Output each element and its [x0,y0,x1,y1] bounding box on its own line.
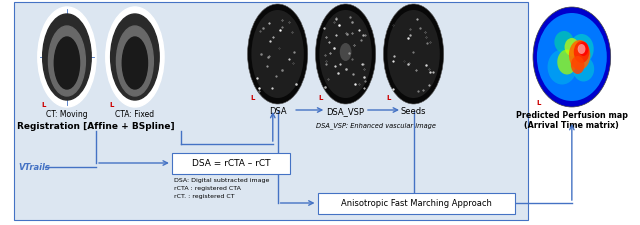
Ellipse shape [252,11,304,99]
Text: L: L [536,99,540,106]
Text: rCT. : registered CT: rCT. : registered CT [173,193,234,198]
Ellipse shape [573,57,594,82]
Text: Registration [Affine + BSpline]: Registration [Affine + BSpline] [17,122,175,130]
Ellipse shape [564,39,579,57]
Ellipse shape [579,43,588,57]
Ellipse shape [571,57,584,75]
Ellipse shape [571,42,588,64]
FancyBboxPatch shape [172,153,290,174]
Ellipse shape [383,5,444,105]
Ellipse shape [43,15,92,101]
Ellipse shape [340,44,351,62]
Text: CT: Moving: CT: Moving [46,110,88,119]
Text: DSA_VSP: DSA_VSP [326,106,365,115]
Text: DSA = rCTA – rCT: DSA = rCTA – rCT [192,159,270,168]
Ellipse shape [111,15,159,101]
Ellipse shape [569,41,590,71]
Text: DSA: Digital subtracted image: DSA: Digital subtracted image [173,177,269,182]
Ellipse shape [49,27,85,97]
FancyBboxPatch shape [13,3,528,220]
Ellipse shape [533,8,611,108]
Ellipse shape [548,50,577,85]
Text: (Arrival Time matrix): (Arrival Time matrix) [524,120,620,129]
Text: rCTA : registered CTA: rCTA : registered CTA [173,185,241,190]
Ellipse shape [554,32,574,54]
Ellipse shape [116,27,154,97]
Ellipse shape [574,42,589,64]
Ellipse shape [106,8,164,108]
Ellipse shape [387,11,440,99]
Ellipse shape [38,8,96,108]
Text: L: L [42,101,46,108]
Ellipse shape [557,50,577,75]
Text: L: L [387,94,391,101]
Ellipse shape [316,5,376,105]
Text: L: L [319,94,323,101]
Text: CTA: Fixed: CTA: Fixed [115,110,154,119]
Text: DSA_VSP: Enhanced vascular image: DSA_VSP: Enhanced vascular image [316,122,436,128]
FancyBboxPatch shape [318,193,515,214]
Text: DSA: DSA [269,106,287,115]
Text: Seeds: Seeds [401,106,426,115]
Text: L: L [250,94,255,101]
Ellipse shape [122,38,148,90]
Ellipse shape [248,5,308,105]
Text: L: L [109,101,114,108]
Text: Anisotropic Fast Marching Approach: Anisotropic Fast Marching Approach [341,199,492,208]
Ellipse shape [537,14,607,101]
Ellipse shape [54,38,79,90]
Ellipse shape [570,35,594,65]
Text: Predicted Perfusion map: Predicted Perfusion map [516,110,628,119]
Ellipse shape [319,11,372,99]
Text: VTrails: VTrails [19,163,51,172]
Ellipse shape [578,45,586,55]
